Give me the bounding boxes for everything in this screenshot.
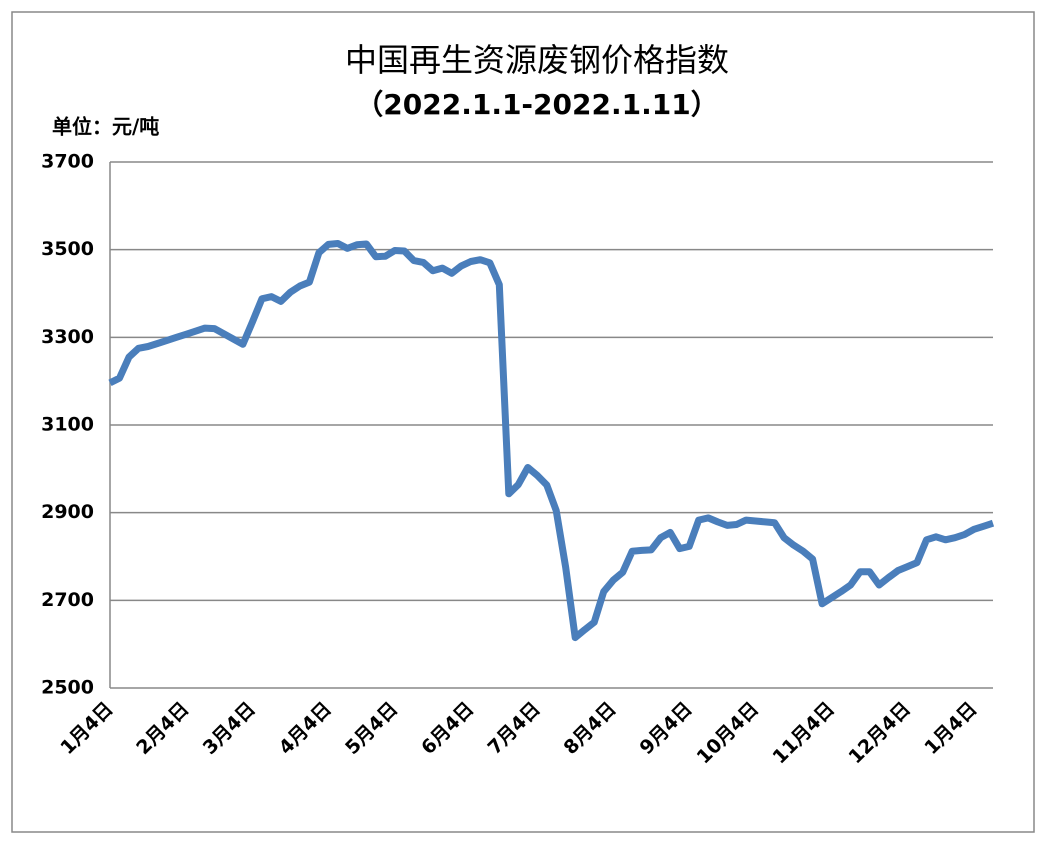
chart-border (11, 11, 1035, 833)
y-tick-label: 3500 (41, 238, 94, 260)
y-tick-label: 2900 (41, 501, 94, 523)
y-tick-label: 2500 (41, 677, 94, 699)
chart-subtitle: （2022.1.1-2022.1.11） (355, 88, 718, 121)
data-line (108, 240, 995, 642)
y-tick-label: 3100 (41, 414, 94, 436)
chart-title: 中国再生资源废钢价格指数 (345, 41, 729, 79)
y-axis-label: 单位：元/吨 (52, 115, 159, 139)
y-tick-label: 2700 (41, 589, 94, 611)
y-tick-label: 3700 (41, 151, 94, 173)
y-tick-label: 3300 (41, 326, 94, 348)
